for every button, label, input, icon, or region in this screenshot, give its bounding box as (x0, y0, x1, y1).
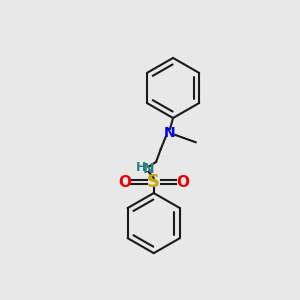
Text: S: S (147, 173, 160, 191)
Text: O: O (118, 175, 131, 190)
Text: H: H (136, 161, 146, 174)
Text: N: N (164, 126, 176, 140)
Text: N: N (142, 162, 154, 176)
Text: O: O (176, 175, 189, 190)
